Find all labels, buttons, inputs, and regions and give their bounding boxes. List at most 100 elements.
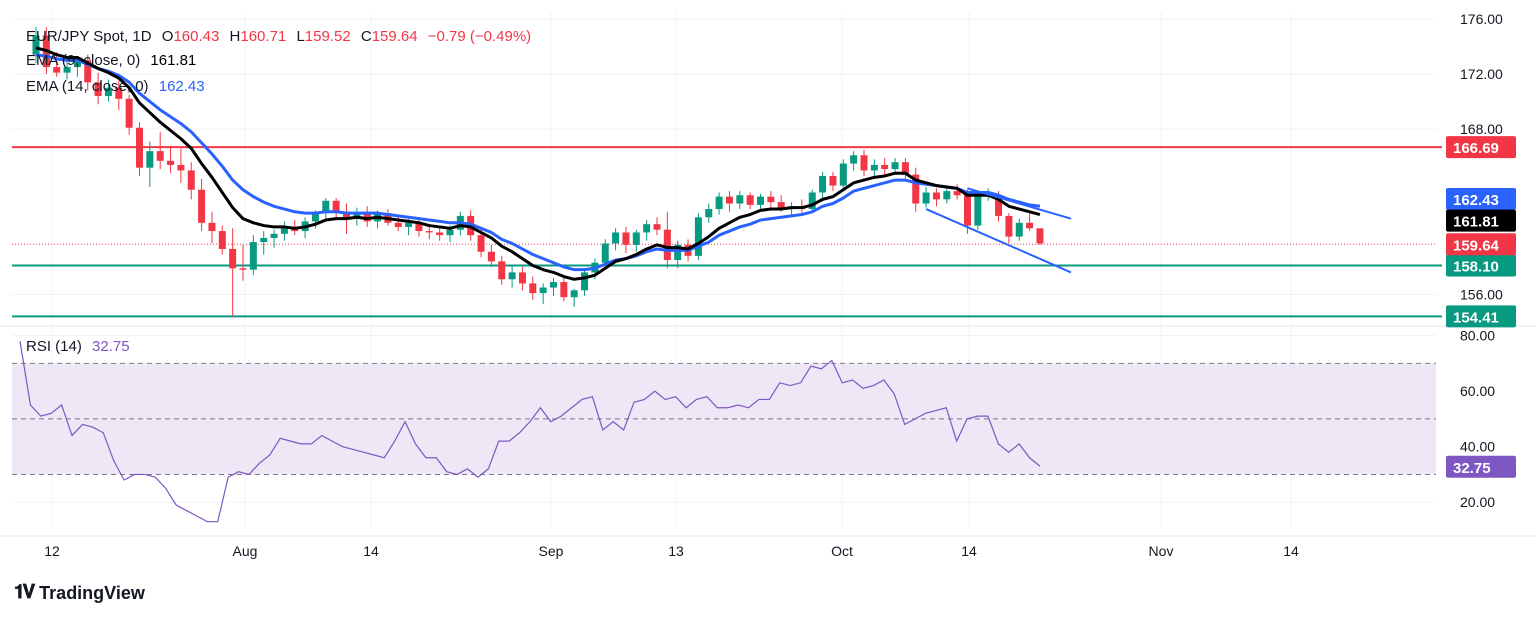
ema14-line [35,53,1041,272]
candle-body [73,60,81,68]
time-axis: 12 Aug 14 Sep 13 Oct 14 Nov 14 [44,543,1299,559]
level-badge-bg [1446,136,1516,159]
candle-body [425,231,433,233]
candle-body [115,87,123,99]
level-badge: 166.69 [1453,140,1499,157]
rsi-line [19,341,1041,523]
level-badge-bg [1446,305,1516,328]
price-tick-label: 176.00 [1460,11,1503,27]
candle-body [819,175,827,193]
rsi-tick-label: 60.00 [1460,383,1495,399]
candle-body [529,283,537,294]
candle-body [322,200,330,214]
low-value: 159.52 [304,28,351,45]
candle-body [405,222,413,227]
ohlc-legend: EUR/JPY Spot, 1D O160.43 H160.71 L159.52… [26,28,532,45]
rsi-tick-label: 80.00 [1460,328,1495,344]
time-tick-label: 14 [363,543,379,559]
ema14-label: EMA (14, close, 0) [26,78,149,95]
time-tick-label: 14 [961,543,977,559]
level-badge-bg [1446,254,1516,277]
level-badge: 154.41 [1453,309,1499,326]
candle-body [177,164,185,171]
candle-body [311,213,319,222]
candle-body [229,248,237,269]
candle-body [94,82,102,97]
candle-body [218,231,226,249]
candle-body [1005,215,1013,237]
candle-body [270,233,278,238]
open-value: 160.43 [173,28,220,45]
candle-body [953,191,961,196]
candle-body [808,192,816,210]
ema14-legend: EMA (14, close, 0) 162.43 [26,78,211,95]
candle-body [725,196,733,204]
tradingview-brand[interactable]: 𝟏𝐕 TradingView [14,582,145,604]
ema14-value: 162.43 [158,78,205,95]
candle-body [436,232,444,236]
brand-name: TradingView [39,582,145,603]
candle-body [891,162,899,170]
symbol-title: EUR/JPY Spot, 1D [26,28,152,45]
last-price-badge: 159.64 [1453,237,1500,254]
level-badge: 158.10 [1453,259,1499,276]
candle-body [974,196,982,226]
price-tick-label: 172.00 [1460,66,1503,82]
candle-body [32,35,40,55]
channel-lower-line [925,208,1072,274]
candle-body [208,222,216,232]
candle-body [136,127,143,168]
candle-body [746,195,754,205]
candle-body [508,272,516,280]
candle-body [249,242,257,270]
time-tick-label: Oct [831,543,853,559]
candle-body [839,163,847,186]
candle-body [53,67,61,73]
candle-body [663,229,671,260]
candle-body [332,200,340,212]
candle-body [736,195,744,204]
candle-body [757,196,764,205]
candle-body [901,162,909,175]
candle-body [156,151,164,161]
ema9-value: 161.81 [150,52,197,69]
price-axis: 156.00 168.00 172.00 176.00 20.00 40.00 60.00 8… [1460,11,1503,510]
price-tick-label: 168.00 [1460,121,1503,137]
price-badges: 166.69 158.10 154.41 162.43 161.81 159.64 32.7… [1446,136,1516,478]
rsi-tick-label: 40.00 [1460,439,1495,455]
ema14-badge-bg [1446,187,1516,210]
candle-body [643,224,651,233]
ema9-label: EMA (9, close, 0) [26,52,141,69]
candle-body [1036,228,1044,244]
rsi-value: 32.75 [92,338,130,355]
candle-body [63,67,71,73]
candle-body [705,209,713,218]
candle-body [394,222,402,227]
candle-body [125,98,133,128]
ema9-legend: EMA (9, close, 0) 161.81 [26,52,202,69]
time-tick-label: Nov [1149,543,1174,559]
candle-body [498,261,506,280]
candle-body [570,290,578,298]
ema9-badge-bg [1446,209,1516,232]
candle-body [581,272,589,291]
candle-body [239,268,247,270]
candle-body [694,217,702,256]
rsi-badge-bg [1446,455,1516,478]
candle-body [477,235,485,252]
candle-body [850,155,858,164]
candle-body [446,229,454,236]
candle-body [653,224,661,230]
channel-upper-line [967,187,1072,220]
close-value: 159.64 [371,28,418,45]
candle-body [198,189,206,223]
candle-body [487,251,495,262]
time-tick-label: 14 [1283,543,1299,559]
rsi-badge: 32.75 [1453,460,1491,477]
candle-body [715,196,723,210]
tradingview-logo-icon: 𝟏𝐕 [14,582,35,603]
candle-body [518,272,526,284]
candle-body [943,191,951,200]
candle-body [1015,222,1023,237]
candle-body [860,155,868,171]
